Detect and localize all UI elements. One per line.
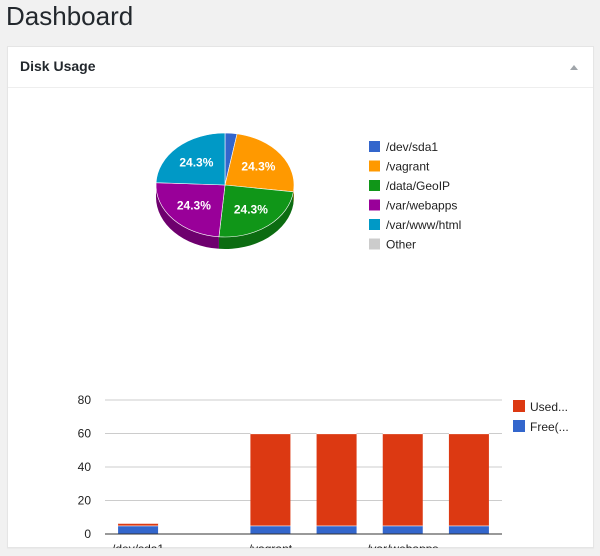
pie-slice <box>218 184 294 238</box>
bar-segment <box>118 523 159 526</box>
x-tick-label: /dev/sda1 <box>112 542 164 548</box>
y-tick-label: 0 <box>84 527 91 541</box>
y-tick-label: 20 <box>78 494 92 508</box>
legend-swatch <box>369 141 380 152</box>
bar-chart: 020406080/dev/sda1tmpfs/vagrant/data/Geo… <box>78 393 569 548</box>
bar-segment <box>250 433 291 526</box>
bar-segment <box>382 525 423 534</box>
pie-slice-label: 24.3% <box>241 160 275 174</box>
pie-slice <box>224 133 295 193</box>
legend-swatch <box>369 180 380 191</box>
legend-swatch <box>369 238 380 250</box>
legend-swatch <box>513 420 525 432</box>
pie-slice-label: 24.3% <box>177 199 211 213</box>
pie-slice <box>155 182 226 238</box>
bar-segment <box>448 525 489 534</box>
bar-segment <box>316 433 357 526</box>
legend-label: /var/webapps <box>386 199 457 213</box>
page-title: Dashboard <box>6 1 134 31</box>
bar-segment <box>382 433 423 526</box>
legend-swatch <box>369 199 380 211</box>
bar-segment <box>448 433 489 526</box>
pie-slice-side <box>218 191 294 250</box>
pie-slice-label: 24.3% <box>179 155 213 169</box>
y-tick-label: 60 <box>78 427 92 441</box>
widget-body: 24.3% 24.3% 24.3% 24.3% /dev/sda1/vagrant/da… <box>8 88 593 548</box>
x-tick-label: /vagrant <box>249 542 293 548</box>
y-tick-label: 40 <box>78 460 92 474</box>
bar-segment <box>118 525 159 534</box>
x-tick-label: /var/webapps <box>367 542 438 548</box>
pie-slice-label: 24.3% <box>234 202 268 216</box>
pie-chart: 24.3% 24.3% 24.3% 24.3% /dev/sda1/vagrant/da… <box>155 132 461 252</box>
y-tick-label: 80 <box>78 393 92 407</box>
bar-segment <box>316 525 357 534</box>
legend-label: /dev/sda1 <box>386 140 438 154</box>
legend-swatch <box>369 160 380 172</box>
legend-label: /vagrant <box>386 160 430 174</box>
pie-slice <box>155 132 226 186</box>
legend-label: Used... <box>530 400 568 414</box>
legend-label: Free(... <box>530 420 569 434</box>
legend-label: Other <box>386 238 416 252</box>
bar-segment <box>250 525 291 534</box>
legend-swatch <box>369 219 380 230</box>
triangle-up-icon[interactable] <box>567 60 581 74</box>
legend-label: /var/www/html <box>386 218 461 232</box>
legend-label: /data/GeoIP <box>386 179 450 193</box>
widget-title: Disk Usage <box>20 58 96 74</box>
disk-usage-widget: Disk Usage 24.3% 24.3% 24.3% 24.3% /dev/sda1… <box>7 46 594 548</box>
widget-header[interactable]: Disk Usage <box>8 47 593 88</box>
pie-slice-side <box>156 185 219 249</box>
legend-swatch <box>513 400 525 412</box>
